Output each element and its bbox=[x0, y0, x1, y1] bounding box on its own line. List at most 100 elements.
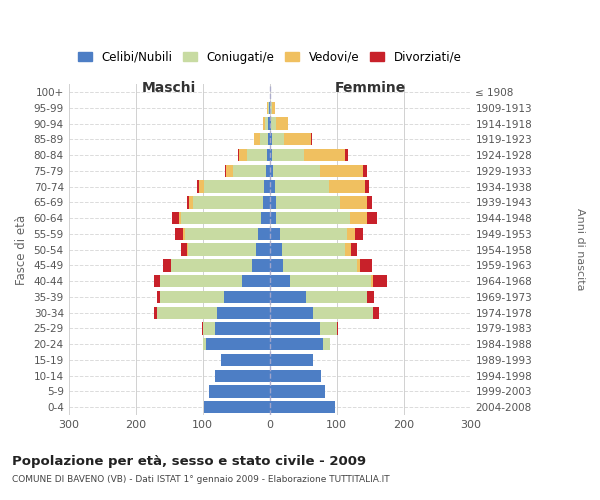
Bar bbox=[264, 180, 269, 192]
Bar bbox=[269, 228, 280, 240]
Bar bbox=[171, 260, 251, 272]
Bar bbox=[261, 212, 269, 224]
Bar bbox=[277, 212, 350, 224]
Bar bbox=[269, 322, 320, 334]
Bar bbox=[269, 306, 313, 319]
Bar bbox=[281, 244, 346, 256]
Bar bbox=[157, 291, 160, 303]
Bar bbox=[203, 322, 215, 334]
Bar bbox=[265, 118, 268, 130]
Y-axis label: Anni di nascita: Anni di nascita bbox=[575, 208, 585, 291]
Bar bbox=[268, 102, 269, 114]
Text: Popolazione per età, sesso e stato civile - 2009: Popolazione per età, sesso e stato civil… bbox=[12, 455, 366, 468]
Bar bbox=[344, 149, 348, 161]
Bar bbox=[225, 164, 226, 177]
Bar bbox=[269, 180, 275, 192]
Bar bbox=[154, 275, 160, 287]
Bar bbox=[367, 212, 377, 224]
Bar bbox=[373, 275, 387, 287]
Bar bbox=[233, 164, 266, 177]
Bar bbox=[350, 244, 358, 256]
Bar bbox=[199, 180, 204, 192]
Bar bbox=[193, 196, 263, 208]
Bar bbox=[337, 322, 338, 334]
Bar bbox=[267, 102, 268, 114]
Bar bbox=[181, 244, 187, 256]
Bar bbox=[175, 228, 183, 240]
Bar bbox=[283, 260, 357, 272]
Bar bbox=[269, 196, 277, 208]
Bar bbox=[172, 212, 179, 224]
Bar bbox=[269, 86, 271, 98]
Bar bbox=[251, 260, 269, 272]
Bar bbox=[371, 275, 373, 287]
Bar bbox=[350, 212, 367, 224]
Bar bbox=[189, 196, 193, 208]
Bar bbox=[239, 149, 247, 161]
Bar bbox=[346, 244, 350, 256]
Bar bbox=[323, 338, 330, 350]
Bar bbox=[271, 102, 272, 114]
Bar bbox=[273, 164, 320, 177]
Bar bbox=[154, 306, 157, 319]
Bar bbox=[254, 133, 260, 145]
Bar bbox=[269, 275, 290, 287]
Bar bbox=[277, 196, 340, 208]
Bar bbox=[320, 322, 337, 334]
Text: Maschi: Maschi bbox=[142, 81, 196, 95]
Bar bbox=[209, 386, 269, 398]
Bar bbox=[160, 291, 224, 303]
Bar bbox=[256, 244, 269, 256]
Bar bbox=[284, 133, 311, 145]
Bar bbox=[215, 322, 269, 334]
Bar bbox=[355, 228, 363, 240]
Bar bbox=[364, 164, 367, 177]
Bar bbox=[269, 291, 307, 303]
Bar bbox=[347, 228, 355, 240]
Bar bbox=[269, 370, 320, 382]
Bar bbox=[373, 306, 379, 319]
Bar bbox=[224, 291, 269, 303]
Bar bbox=[269, 260, 283, 272]
Bar bbox=[247, 149, 267, 161]
Bar bbox=[187, 244, 188, 256]
Bar bbox=[260, 133, 268, 145]
Bar bbox=[280, 228, 347, 240]
Bar bbox=[217, 306, 269, 319]
Bar bbox=[290, 275, 371, 287]
Bar bbox=[269, 386, 325, 398]
Bar bbox=[340, 196, 367, 208]
Bar bbox=[163, 260, 171, 272]
Bar bbox=[313, 306, 373, 319]
Bar bbox=[277, 118, 289, 130]
Bar bbox=[269, 118, 271, 130]
Bar bbox=[271, 118, 277, 130]
Bar bbox=[204, 401, 269, 413]
Bar bbox=[269, 149, 272, 161]
Bar bbox=[266, 164, 269, 177]
Bar bbox=[329, 180, 365, 192]
Bar bbox=[304, 149, 344, 161]
Legend: Celibi/Nubili, Coniugati/e, Vedovi/e, Divorziati/e: Celibi/Nubili, Coniugati/e, Vedovi/e, Di… bbox=[74, 47, 465, 67]
Bar bbox=[160, 275, 242, 287]
Bar bbox=[267, 149, 269, 161]
Text: Femmine: Femmine bbox=[335, 81, 406, 95]
Bar bbox=[203, 338, 206, 350]
Bar bbox=[365, 180, 369, 192]
Bar bbox=[179, 212, 181, 224]
Y-axis label: Fasce di età: Fasce di età bbox=[15, 214, 28, 284]
Bar bbox=[268, 133, 269, 145]
Bar bbox=[367, 196, 372, 208]
Bar bbox=[202, 322, 203, 334]
Bar bbox=[320, 164, 364, 177]
Bar bbox=[263, 196, 269, 208]
Bar bbox=[367, 291, 374, 303]
Bar bbox=[268, 118, 269, 130]
Bar bbox=[187, 196, 189, 208]
Bar bbox=[307, 291, 367, 303]
Bar bbox=[275, 180, 329, 192]
Bar bbox=[269, 401, 335, 413]
Bar bbox=[269, 354, 313, 366]
Bar bbox=[242, 275, 269, 287]
Bar bbox=[272, 102, 275, 114]
